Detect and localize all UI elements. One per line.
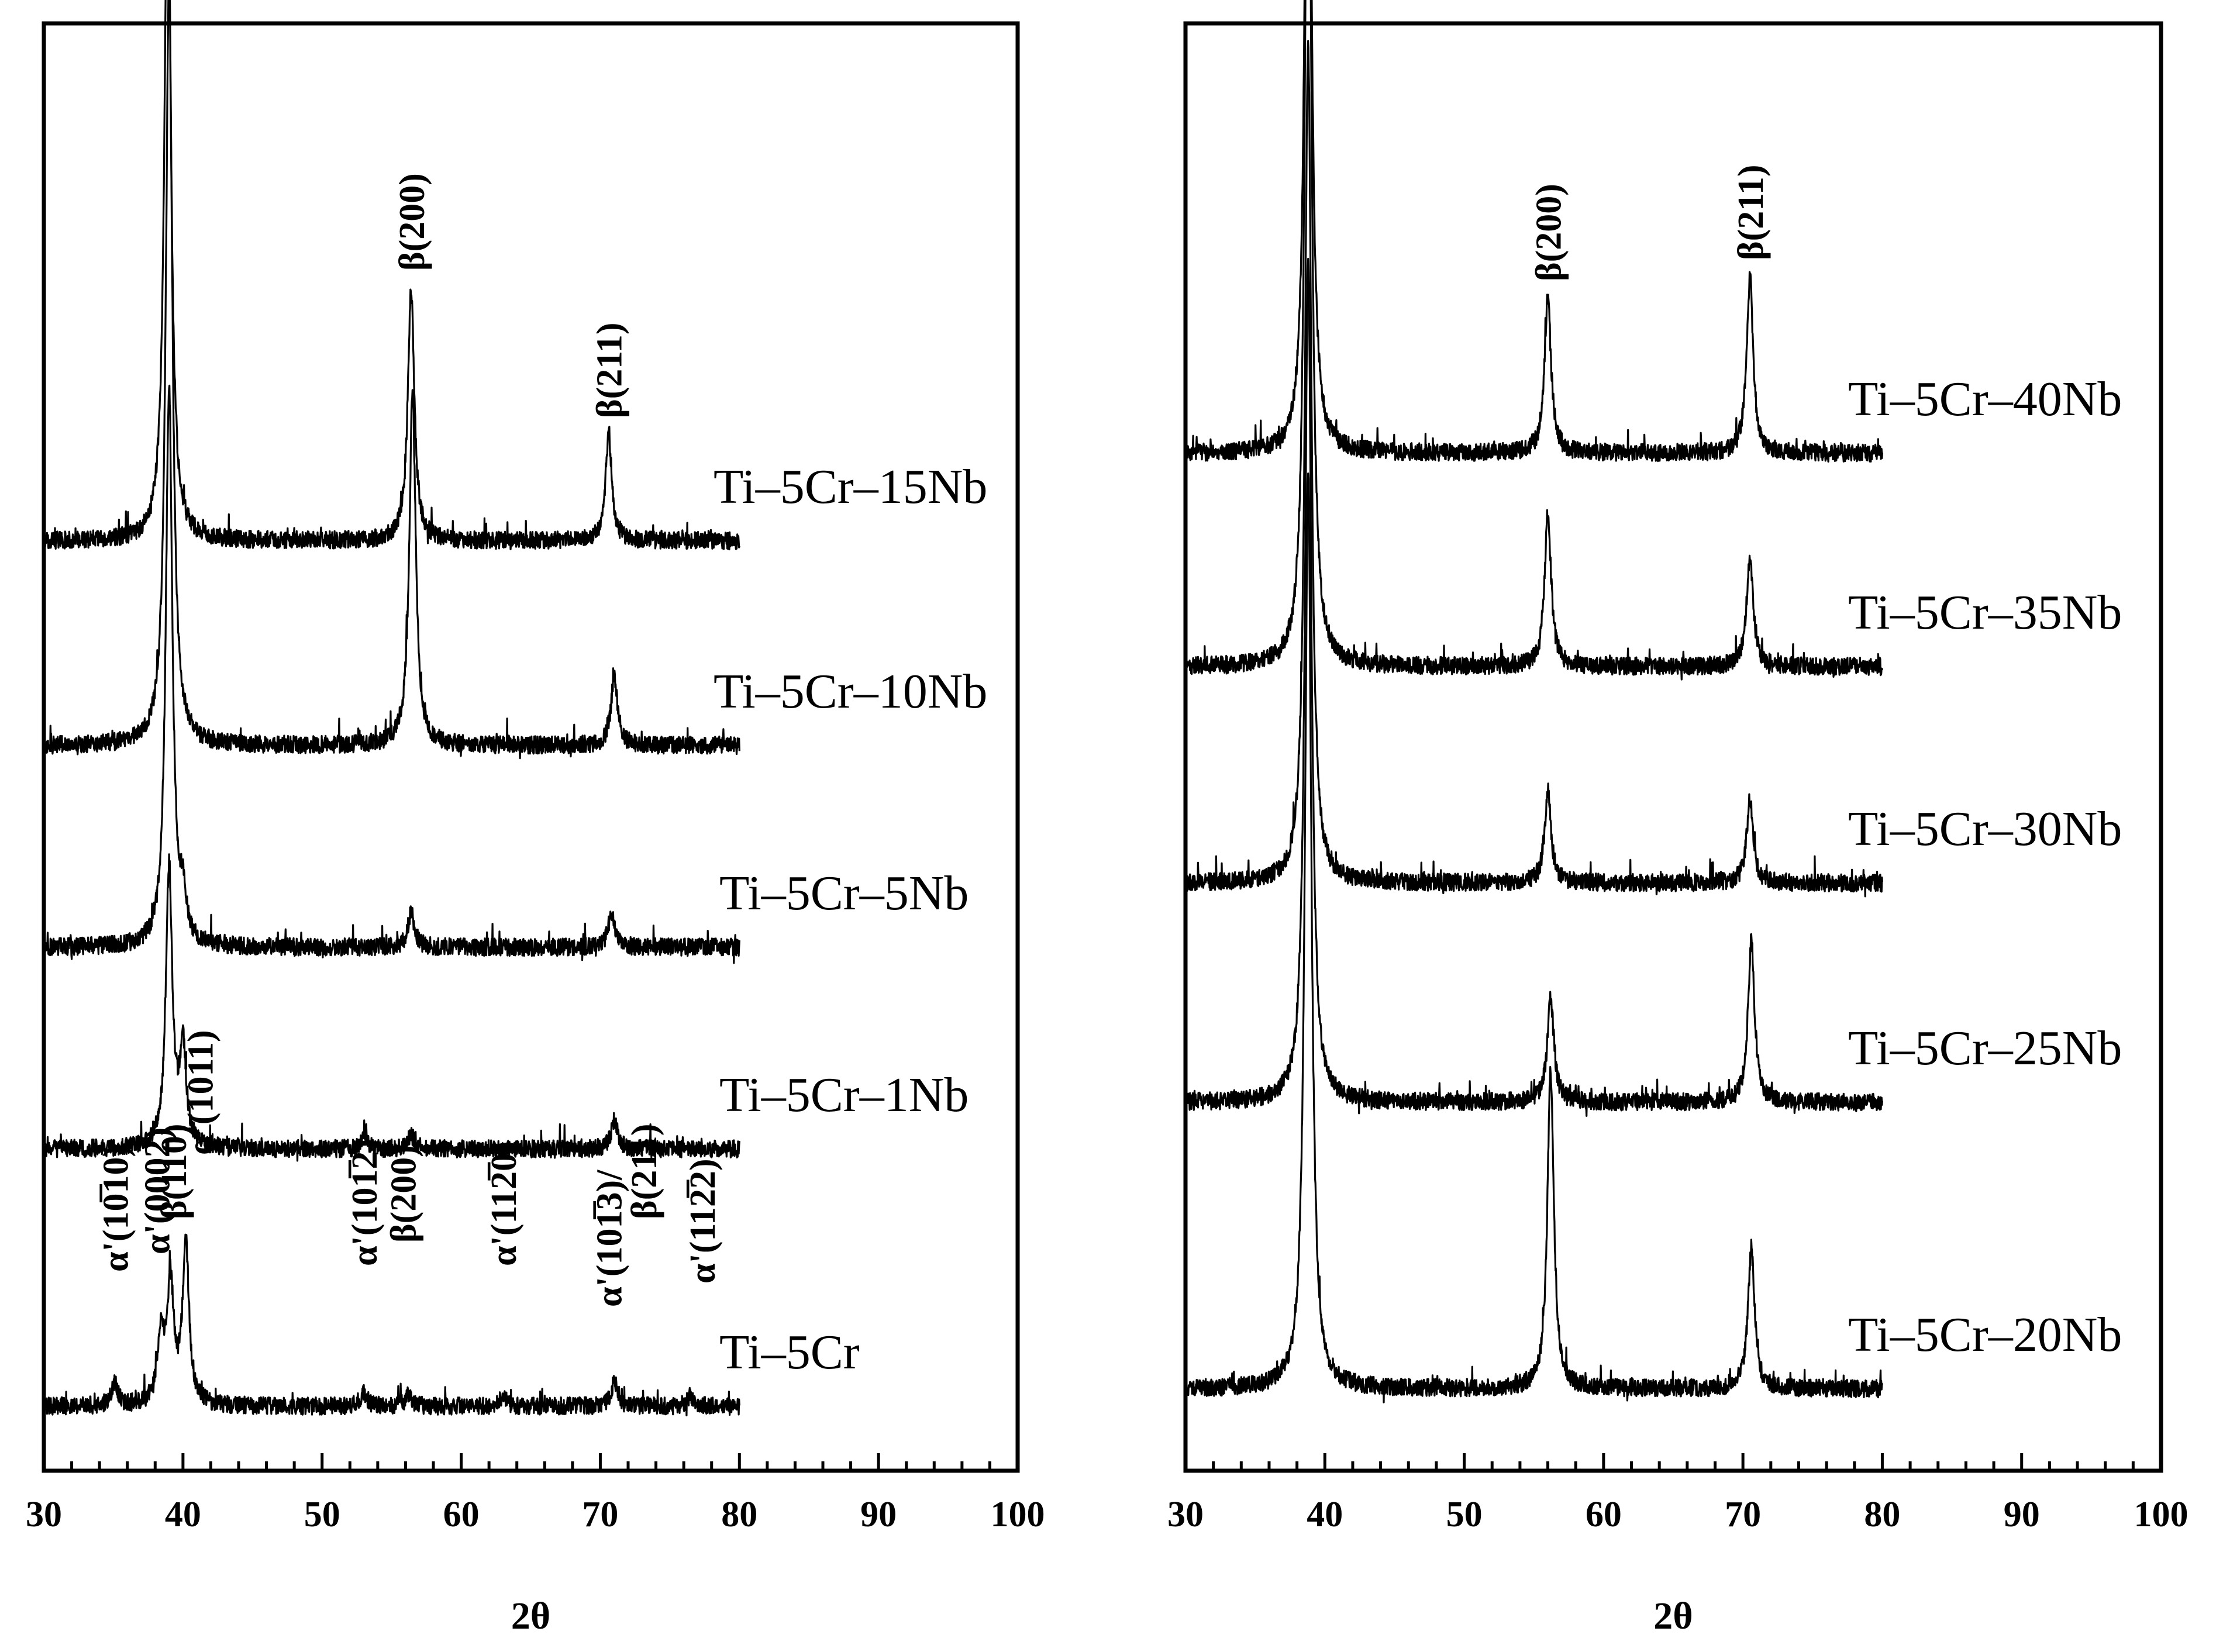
peak-label: β(211) (1731, 164, 1771, 260)
series-label: Ti–5Cr–30Nb (1848, 802, 2122, 856)
series-label: Ti–5Cr–5Nb (719, 866, 969, 920)
x-tick-label: 40 (1307, 1495, 1343, 1534)
peak-label: β(200) (1529, 184, 1569, 281)
series-line (1184, 257, 1883, 1117)
x-tick-label: 90 (860, 1495, 897, 1534)
x-tick-label: 90 (2004, 1495, 2040, 1534)
series-label: Ti–5Cr–20Nb (1848, 1308, 2122, 1362)
plot-frame (1183, 21, 2163, 1473)
series-label: Ti–5Cr (719, 1325, 860, 1379)
series-label: Ti–5Cr–10Nb (714, 664, 987, 719)
series-line (1184, 0, 1883, 681)
peak-label: α'(0002) (138, 1127, 178, 1254)
x-tick-label: 30 (26, 1495, 62, 1534)
x-tick-label: 100 (2134, 1495, 2189, 1534)
peak-label: α'(101̅3)/ (590, 1170, 630, 1307)
x-tick-label: 70 (1725, 1495, 1761, 1534)
series-line (43, 0, 740, 551)
x-tick-label: 50 (1446, 1495, 1483, 1534)
peak-label: α'(101̅2) (345, 1139, 385, 1266)
x-tick-label: 60 (1586, 1495, 1622, 1534)
peak-label: α'(112̅0) (484, 1141, 524, 1266)
right-panel: 30 40 50 60 70 80 90 100 2θ Ti–5Cr–20Nb Ti–5Cr–25N… (1167, 0, 2189, 1637)
x-tick-label: 30 (1167, 1495, 1204, 1534)
series-label: Ti–5Cr–40Nb (1848, 372, 2122, 426)
peak-label: α'(10̅10) (96, 1145, 136, 1272)
series-line (43, 384, 740, 964)
series-line (43, 0, 740, 760)
series-line (43, 853, 740, 1162)
peak-label: β(211) (590, 322, 630, 418)
peak-label: β(211) (625, 1123, 664, 1219)
peak-label: α'(112̅2) (683, 1158, 723, 1284)
series-label: Ti–5Cr–25Nb (1848, 1021, 2122, 1075)
series-label: Ti–5Cr–1Nb (719, 1068, 969, 1122)
peak-label: β(110) (154, 1123, 194, 1219)
series-label: Ti–5Cr–15Nb (714, 460, 987, 514)
x-axis-label: 2θ (511, 1595, 550, 1637)
left-panel: 30 40 50 60 70 80 90 100 2θ Ti–5Cr α'(10̅10) α'(000… (26, 0, 1045, 1637)
x-tick-label: 70 (582, 1495, 618, 1534)
peak-label: β(200) (384, 1145, 424, 1243)
x-tick-label: 60 (443, 1495, 480, 1534)
series-line (1184, 40, 1883, 898)
x-tick-label: 50 (304, 1495, 340, 1534)
series-line (1185, 473, 1883, 1403)
x-tick-label: 100 (991, 1495, 1045, 1534)
x-tick-label: 40 (165, 1495, 201, 1534)
series-line (43, 1233, 740, 1416)
x-tick-label: 80 (1864, 1495, 1900, 1534)
series-line (1184, 0, 1883, 463)
x-tick-label: 80 (721, 1495, 757, 1534)
series-label: Ti–5Cr–35Nb (1848, 585, 2122, 640)
x-axis-label: 2θ (1653, 1595, 1693, 1637)
peak-label: β(200) (392, 173, 432, 271)
